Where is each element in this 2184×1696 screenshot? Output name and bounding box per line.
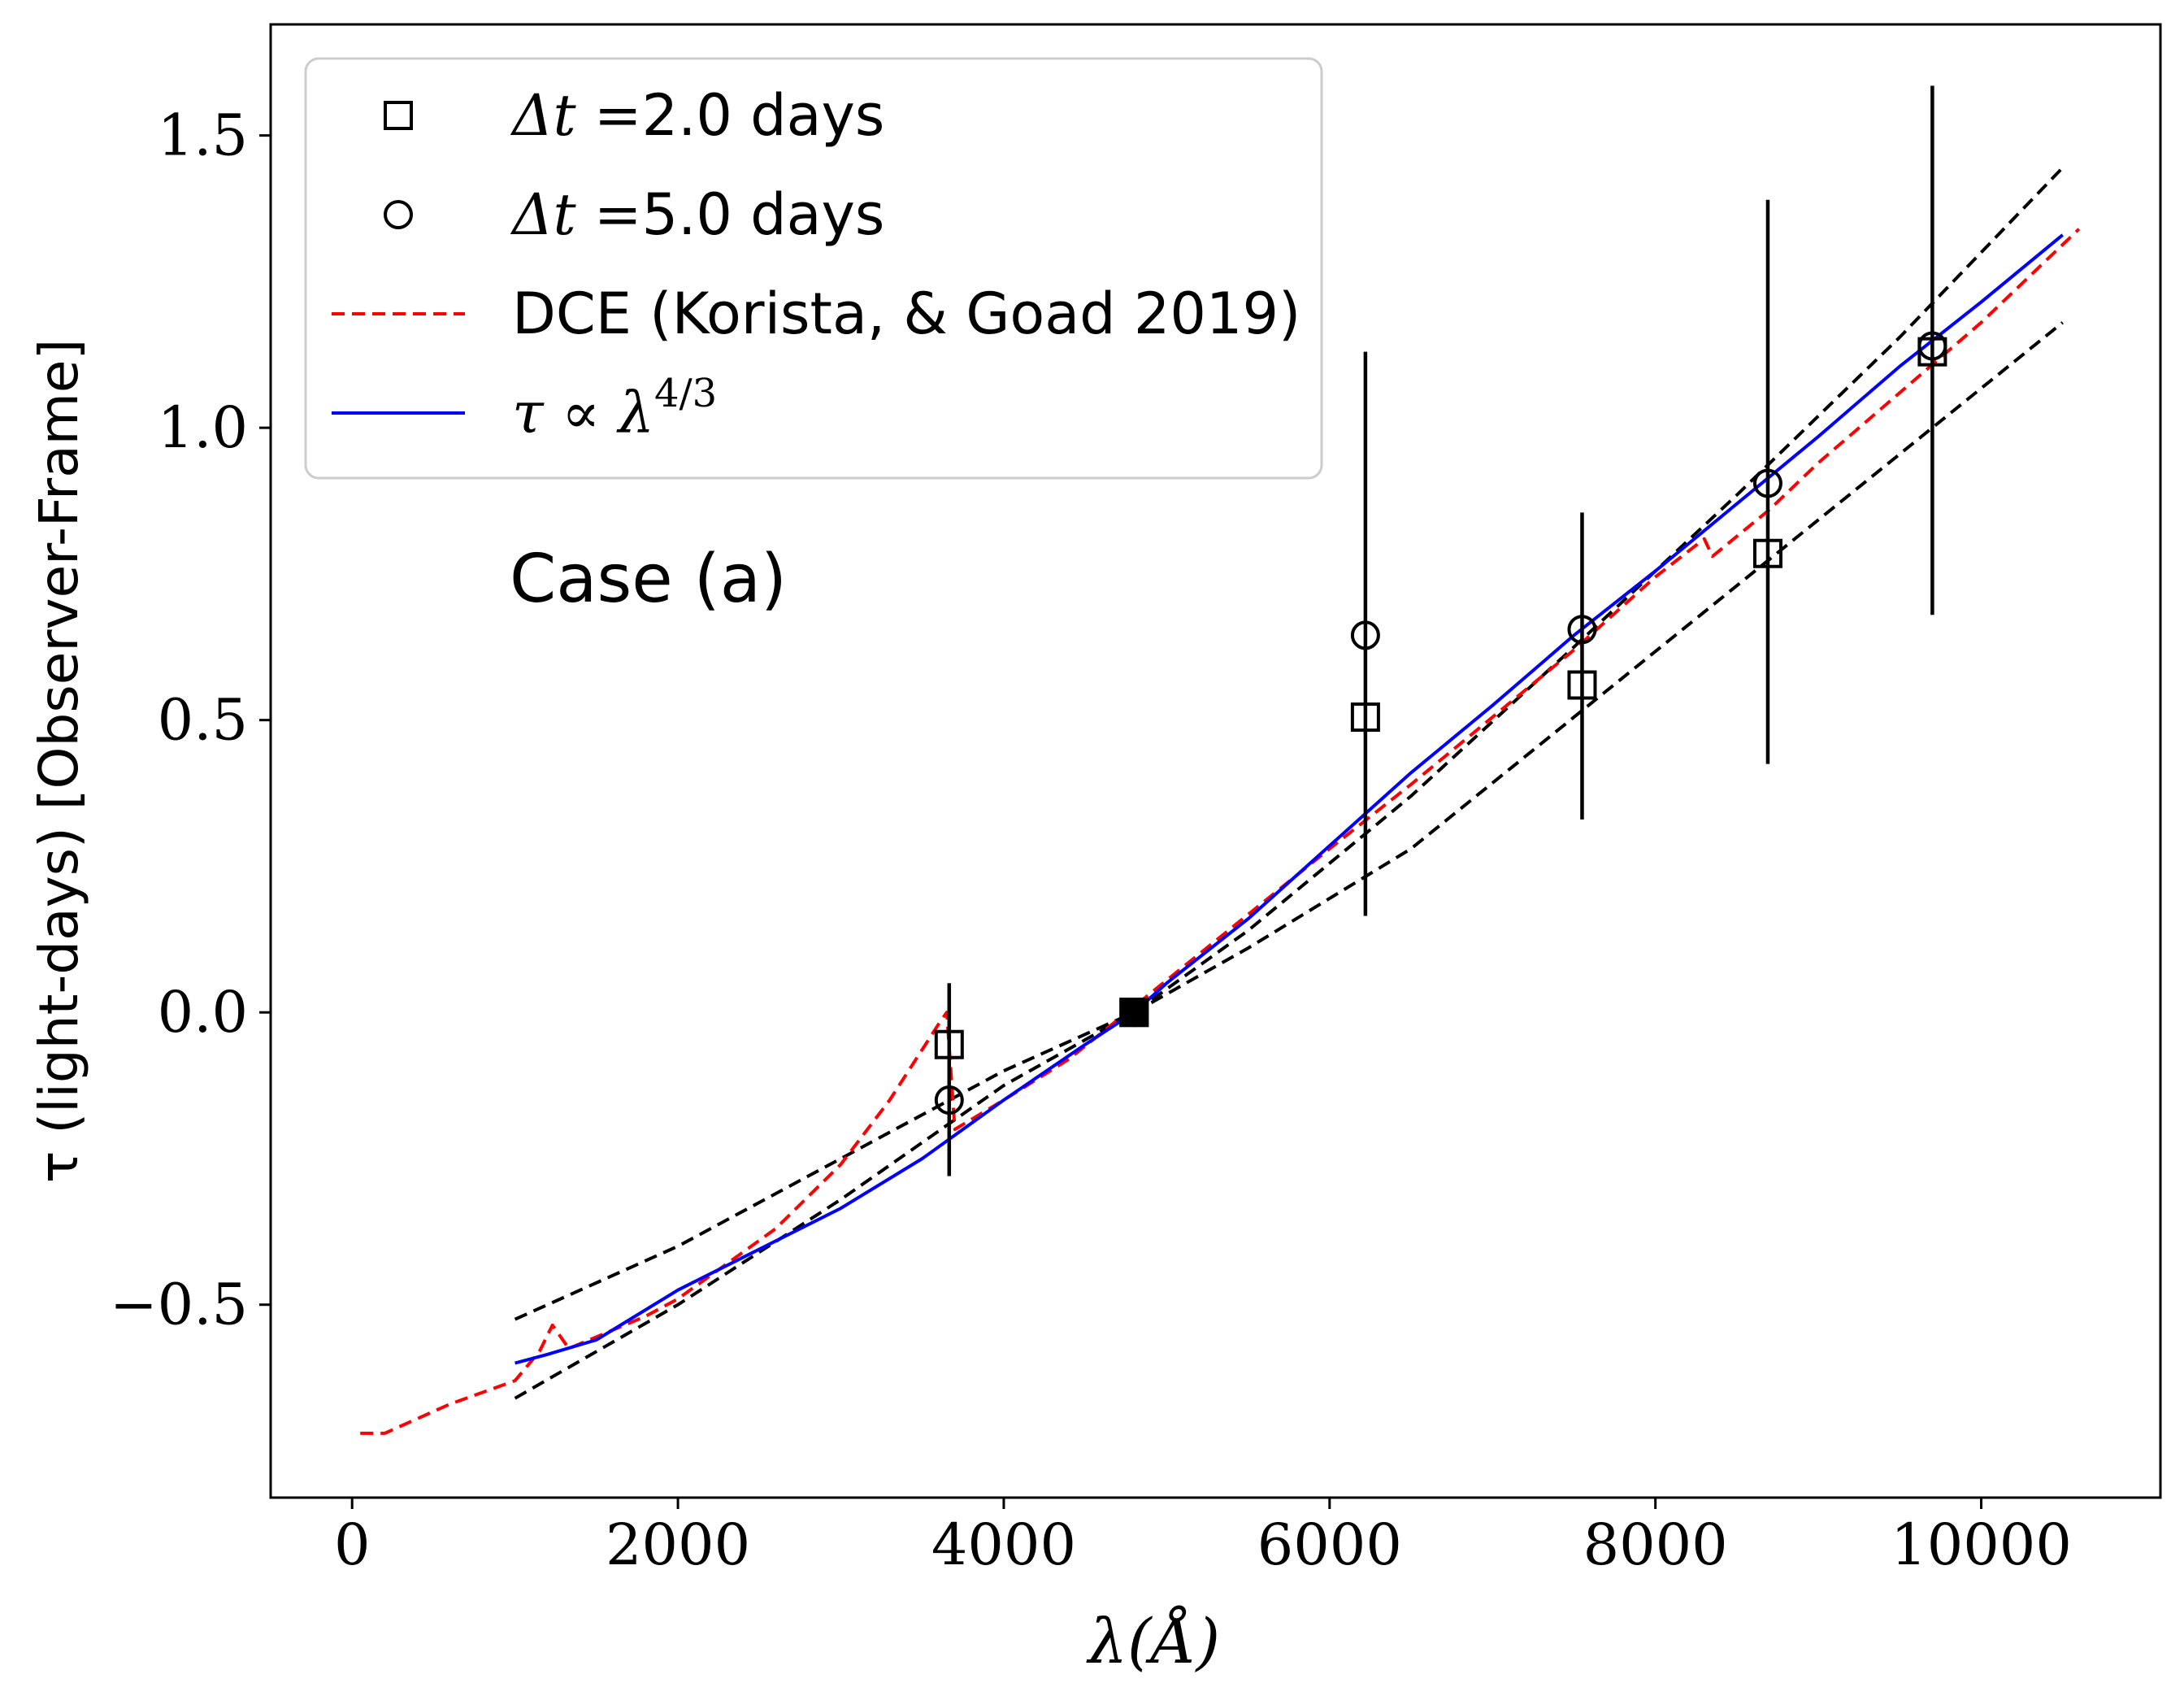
x-tick-label: 10000 [1891, 1511, 2072, 1578]
x-tick-label: 4000 [931, 1511, 1076, 1578]
square-marker [934, 1029, 964, 1059]
lower-bound-line [514, 321, 2064, 1321]
x-tick-label: 2000 [606, 1511, 750, 1578]
x-tick-label: 6000 [1257, 1511, 1402, 1578]
legend-label-square: Δt =2.0 days [510, 82, 884, 149]
series-layer [360, 85, 2081, 1435]
legend-items: Δt =2.0 days Δt =5.0 days DCE (Korista, & … [332, 82, 1300, 446]
y-tick-label: 0.0 [158, 979, 248, 1046]
y-tick-label: −0.5 [110, 1272, 248, 1338]
square-marker [1752, 538, 1782, 568]
square-marker [1567, 670, 1597, 700]
square-marker [1350, 702, 1380, 733]
y-tick-label: 1.5 [158, 102, 248, 169]
x-tick-label: 8000 [1583, 1511, 1728, 1578]
legend-label-dce: DCE (Korista, & Goad 2019) [512, 280, 1300, 347]
circle-marker [1917, 331, 1947, 361]
y-tick-label: 0.5 [158, 687, 248, 754]
case-annotation: Case (a) [510, 541, 787, 618]
x-axis-label: λ(Å) [1086, 1604, 1220, 1677]
x-tick-label: 0 [334, 1511, 371, 1578]
circle-marker [934, 1085, 964, 1115]
axes-layer: 0 2000 4000 6000 8000 10000 −0.5 0.0 0.5 1.0 1.5 [110, 102, 2072, 1578]
y-axis-label: τ (light-days) [Observer-Frame] [28, 339, 90, 1184]
power-law-fit-line [515, 233, 2064, 1365]
legend-square-marker [384, 101, 413, 130]
circle-marker [1350, 620, 1380, 650]
y-tick-label: 1.0 [158, 394, 248, 461]
reference-marker [1119, 998, 1149, 1028]
circle-marker [1752, 468, 1782, 498]
legend: Δt =2.0 days Δt =5.0 days DCE (Korista, & … [304, 57, 1323, 480]
plot-frame [269, 23, 2162, 1499]
circle-marker [1567, 615, 1597, 645]
legend-label-circle: Δt =5.0 days [510, 181, 884, 248]
legend-circle-marker [384, 200, 413, 229]
legend-frame [304, 57, 1323, 480]
legend-label-fit: τ ∝ λ4/3 [512, 371, 717, 446]
